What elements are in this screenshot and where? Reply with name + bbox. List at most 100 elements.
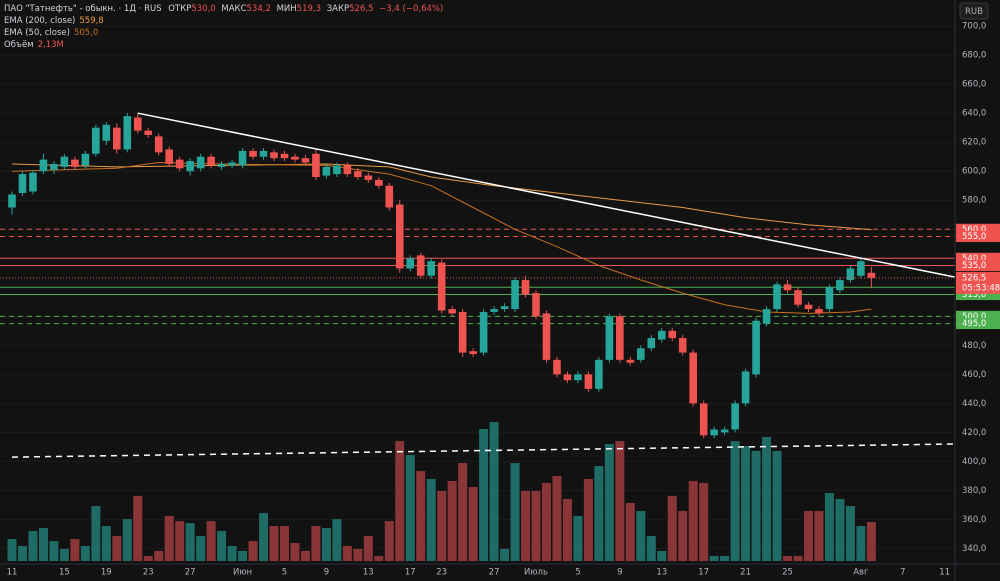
volume-bar	[583, 478, 593, 561]
candle-body	[270, 152, 278, 159]
volume-bar	[751, 450, 761, 561]
legend-name: EMA (50, close)	[4, 28, 70, 38]
candle-body	[783, 284, 792, 291]
x-tick-label: 17	[698, 568, 709, 578]
candle-body	[469, 351, 477, 355]
candle-body	[312, 153, 320, 178]
candle-body	[343, 165, 352, 175]
volume-bar	[196, 535, 206, 561]
legend-name: Объём	[4, 40, 34, 50]
volume-bar	[384, 521, 394, 561]
candle-body	[395, 204, 404, 269]
candle-body	[354, 171, 362, 178]
candle-body	[280, 153, 289, 159]
candle-body	[259, 150, 268, 157]
last-price-box	[956, 271, 1000, 294]
x-tick-label: 7	[900, 568, 905, 578]
candle-body	[238, 150, 247, 166]
change: −3,4 (−0,64%)	[379, 4, 443, 14]
field-label: ОТКР	[168, 4, 191, 14]
candle-body	[773, 284, 781, 310]
x-tick-label: 13	[363, 568, 374, 578]
header: ПАО "Татнефть" - обыкн. · 1Д · RUS ОТКР5…	[4, 4, 443, 14]
field-label: МИН	[277, 4, 297, 14]
volume-bar	[59, 548, 69, 561]
y-tick-label: 480,0	[962, 341, 986, 351]
volume-bar	[866, 521, 876, 561]
candle-body	[291, 156, 299, 160]
candle-body	[668, 330, 677, 339]
candle-body	[794, 290, 802, 305]
y-tick-label: 400,0	[962, 457, 986, 467]
volume-bar	[657, 550, 667, 561]
x-tick-label: 19	[101, 568, 112, 578]
candle-body	[437, 262, 446, 311]
x-tick-label: 9	[324, 568, 329, 578]
x-tick-label: 15	[59, 568, 70, 578]
y-tick-label: 640,0	[962, 109, 986, 119]
legend-ema50: EMA (50, close) 505,0	[4, 28, 98, 38]
candle-body	[81, 153, 90, 166]
candle-body	[637, 348, 645, 360]
volume-bar	[227, 545, 237, 561]
level-label-box	[956, 231, 1000, 243]
candle-body	[175, 159, 184, 169]
level-label-box	[956, 223, 1000, 235]
symbol: ПАО "Татнефть" - обыкн. · 1Д · RUS	[4, 4, 162, 14]
y-tick-label: 460,0	[962, 370, 986, 380]
last-price-time: 05:53:48	[962, 283, 1000, 293]
candle-body	[102, 124, 111, 141]
volume-bar	[238, 550, 248, 561]
volume-bar	[646, 535, 656, 561]
level-label: 515,0	[962, 290, 986, 300]
legend-ema200: EMA (200, close) 559,8	[4, 16, 104, 26]
volume-bar	[741, 445, 751, 561]
candle-body	[322, 166, 331, 176]
y-tick-label: 580,0	[962, 196, 986, 206]
candle-body	[39, 159, 48, 172]
volume-bar	[541, 482, 551, 561]
legend-value: 559,8	[79, 16, 103, 26]
y-tick-label: 340,0	[962, 544, 986, 554]
candle-body	[815, 309, 823, 314]
trend-line	[137, 112, 956, 278]
candle-body	[605, 316, 614, 360]
candle-body	[228, 162, 236, 166]
candle-body	[731, 403, 739, 430]
candle-body	[416, 255, 425, 276]
volume-bar	[856, 526, 866, 561]
volume-bar	[636, 511, 646, 561]
x-tick-label: Июн	[233, 568, 252, 578]
level-label-box	[956, 289, 1000, 301]
level-label: 560,0	[962, 225, 986, 235]
volume-bar	[164, 515, 174, 561]
candle-body	[867, 272, 876, 278]
legend-name: EMA (200, close)	[4, 16, 75, 26]
volume-bar	[803, 511, 813, 561]
candle-body	[123, 116, 132, 150]
volume-bar	[38, 528, 48, 561]
volume-bar	[405, 454, 415, 561]
x-tick-label: 5	[282, 568, 287, 578]
candle-body	[532, 293, 540, 317]
candle-body	[647, 338, 656, 349]
candle-body	[836, 280, 844, 291]
volume-bar	[500, 548, 510, 561]
volume-bar	[122, 519, 132, 561]
currency[interactable]: RUB	[965, 7, 983, 17]
y-tick-label: 700,0	[962, 22, 986, 32]
candle-body	[458, 311, 467, 353]
volume-bar	[814, 511, 824, 561]
y-tick-label: 440,0	[962, 399, 986, 409]
volume-bar	[259, 513, 269, 561]
volume-bar	[17, 545, 27, 561]
legend-value: 505,0	[74, 28, 98, 38]
candle-body	[500, 306, 509, 310]
level-label-box	[956, 260, 1000, 272]
volume-bar	[845, 506, 855, 561]
candle-body	[857, 261, 865, 276]
candle-body	[448, 309, 456, 314]
volume-bar	[363, 535, 373, 561]
currency-button[interactable]	[959, 2, 989, 20]
